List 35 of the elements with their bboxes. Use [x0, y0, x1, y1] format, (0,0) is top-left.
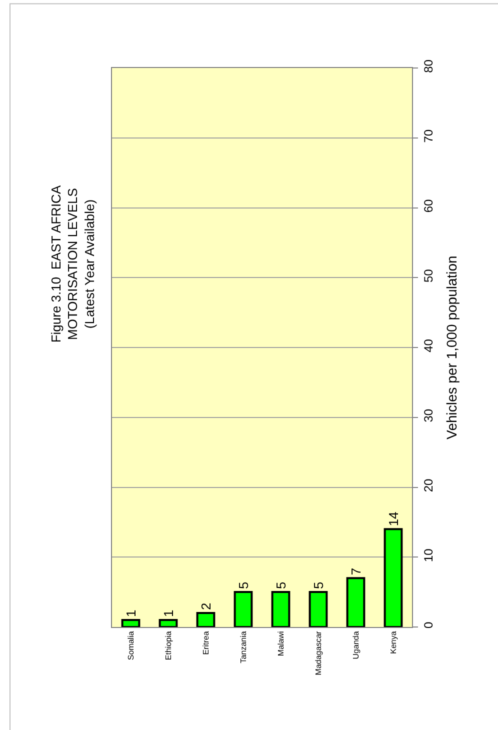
data-label: 1 [160, 610, 176, 618]
x-tick-label: Ethiopia [164, 630, 173, 660]
text: Figure 3.10 EAST AFRICA MOTORISATION LEVELS (Latest Year Available) [48, 185, 98, 343]
y-tick-label: 20 [421, 478, 436, 492]
data-label: 5 [236, 582, 251, 590]
data-label: 14 [386, 512, 401, 526]
bar [234, 591, 253, 627]
y-tick-label: 40 [421, 338, 436, 352]
y-tick-label: 10 [421, 548, 436, 562]
y-tick-label: 60 [421, 198, 436, 213]
bar [308, 591, 328, 627]
x-tick-label: Somalia [126, 630, 136, 660]
x-tick-label: Eritrea [201, 630, 210, 655]
y-axis-title: Vehicles per 1,000 population [444, 256, 460, 440]
y-tick-label: 70 [421, 129, 436, 143]
x-tick-label: Uganda [351, 630, 360, 660]
bar [121, 619, 140, 627]
data-label: 2 [198, 602, 214, 610]
data-label: 1 [123, 610, 138, 618]
bar [346, 577, 366, 627]
y-tick-label: 80 [421, 59, 436, 73]
x-tick-label: Madagascar [314, 630, 323, 676]
x-tick-label: Tanzania [238, 630, 248, 664]
y-tick-label: 50 [421, 268, 436, 283]
bar [196, 612, 216, 627]
bar [271, 591, 290, 627]
y-tick-label: 0 [421, 622, 436, 629]
data-label: 5 [273, 582, 288, 590]
bar [384, 528, 403, 627]
x-tick-label: Kenya [388, 630, 398, 654]
bar [158, 619, 178, 627]
y-tick-label: 30 [421, 408, 436, 422]
x-tick-label: Malawi [276, 630, 286, 656]
data-label: 7 [348, 568, 364, 576]
data-label: 5 [310, 582, 326, 590]
